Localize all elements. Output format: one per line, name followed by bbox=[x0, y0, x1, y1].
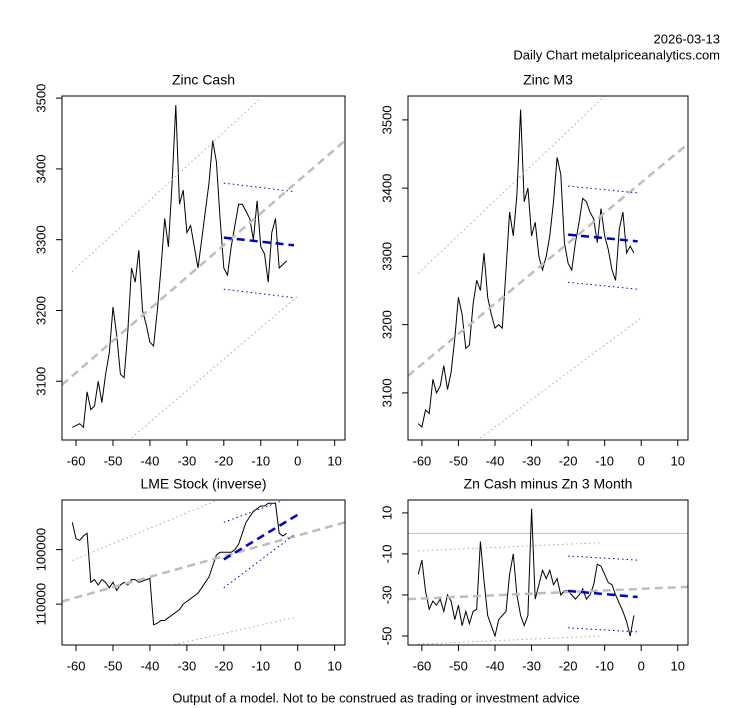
x-tick-label: 10 bbox=[671, 453, 685, 468]
x-tick-label: -60 bbox=[412, 658, 431, 673]
x-tick-label: -10 bbox=[251, 453, 270, 468]
plot-area bbox=[62, 97, 345, 439]
series-line bbox=[71, 502, 287, 626]
x-tick-label: -40 bbox=[486, 453, 505, 468]
x-tick-label: -20 bbox=[559, 658, 578, 673]
y-tick-label: 3300 bbox=[33, 225, 48, 254]
series-line bbox=[408, 142, 688, 377]
panel: LME Stock (inverse) -60 -50 -40 -30 -20 -10 0 10… bbox=[33, 476, 346, 673]
panel-title: Zn Cash minus Zn 3 Month bbox=[464, 476, 633, 492]
series-line bbox=[417, 508, 635, 638]
series-line bbox=[476, 317, 642, 440]
y-tick-label: 100000 bbox=[33, 528, 48, 571]
y-tick-label: 3400 bbox=[33, 154, 48, 183]
y-tick-label: 3100 bbox=[379, 378, 394, 407]
x-tick-label: -20 bbox=[559, 453, 578, 468]
plot-frame bbox=[61, 95, 346, 441]
x-tick-label: -20 bbox=[214, 658, 233, 673]
y-tick-label: 10 bbox=[379, 506, 394, 520]
panel-title: LME Stock (inverse) bbox=[140, 476, 266, 492]
x-tick-label: -40 bbox=[141, 658, 160, 673]
plot-area bbox=[62, 500, 345, 645]
series-line bbox=[418, 542, 602, 552]
x-tick-label: -60 bbox=[412, 453, 431, 468]
series-line bbox=[408, 585, 688, 601]
series-line bbox=[131, 295, 299, 439]
x-tick-label: -50 bbox=[104, 453, 123, 468]
y-tick-label: 3100 bbox=[33, 367, 48, 396]
series-line bbox=[223, 534, 295, 589]
series-line bbox=[223, 513, 299, 561]
x-tick-label: 10 bbox=[327, 453, 341, 468]
footer: Output of a model. Not to be construed a… bbox=[172, 690, 580, 705]
plot-frame bbox=[407, 95, 689, 441]
panel: Zinc Cash -60 -50 -40 -30 -20 -10 0 10 3100 3200 33… bbox=[33, 72, 346, 468]
series-line bbox=[223, 500, 284, 523]
x-tick-label: -10 bbox=[251, 658, 270, 673]
y-tick-label: 3500 bbox=[33, 84, 48, 113]
x-tick-label: -50 bbox=[449, 453, 468, 468]
x-tick-label: -50 bbox=[104, 658, 123, 673]
x-tick-label: 10 bbox=[327, 658, 341, 673]
x-tick-label: 0 bbox=[294, 453, 301, 468]
x-tick-label: -30 bbox=[522, 658, 541, 673]
y-tick-label: 3300 bbox=[379, 242, 394, 271]
plot-frame bbox=[407, 499, 689, 646]
y-tick-label: -10 bbox=[379, 545, 394, 564]
series-line bbox=[567, 233, 638, 243]
series-line bbox=[223, 182, 295, 193]
series-line bbox=[567, 589, 638, 599]
series-line bbox=[62, 521, 345, 603]
y-tick-label: 3400 bbox=[379, 174, 394, 203]
x-tick-label: -10 bbox=[595, 658, 614, 673]
x-tick-label: 0 bbox=[294, 658, 301, 673]
x-tick-label: -30 bbox=[177, 658, 196, 673]
date: 2026-03-13 bbox=[654, 31, 721, 46]
plot-area bbox=[408, 96, 688, 440]
x-tick-label: -20 bbox=[214, 453, 233, 468]
series-line bbox=[418, 635, 602, 645]
y-tick-label: -30 bbox=[379, 586, 394, 605]
series-line bbox=[223, 288, 295, 299]
x-tick-label: 0 bbox=[638, 658, 645, 673]
series-line bbox=[62, 139, 345, 386]
x-tick-label: -40 bbox=[486, 658, 505, 673]
y-tick-label: 3200 bbox=[33, 296, 48, 325]
x-tick-label: -10 bbox=[595, 453, 614, 468]
x-tick-label: -30 bbox=[522, 453, 541, 468]
series-line bbox=[170, 617, 295, 645]
series-line bbox=[223, 236, 295, 247]
x-tick-label: -60 bbox=[67, 658, 86, 673]
x-tick-label: 10 bbox=[671, 658, 685, 673]
plot-frame bbox=[61, 499, 346, 646]
x-tick-label: 0 bbox=[638, 453, 645, 468]
plot-area bbox=[408, 508, 688, 645]
panel-title: Zinc Cash bbox=[172, 72, 235, 88]
x-tick-label: -50 bbox=[449, 658, 468, 673]
y-tick-label: 3500 bbox=[379, 105, 394, 134]
series-line bbox=[72, 105, 287, 429]
x-tick-label: -30 bbox=[177, 453, 196, 468]
panel: Zn Cash minus Zn 3 Month -60 -50 -40 -30 -20 -… bbox=[379, 476, 689, 673]
x-tick-label: -40 bbox=[141, 453, 160, 468]
subtitle: Daily Chart metalpriceanalytics.com bbox=[513, 47, 720, 62]
panel-title: Zinc M3 bbox=[523, 72, 573, 88]
y-tick-label: -50 bbox=[379, 627, 394, 646]
panel: Zinc M3 -60 -50 -40 -30 -20 -10 0 10 3100 3200 3300… bbox=[379, 72, 689, 468]
y-tick-label: 3200 bbox=[379, 310, 394, 339]
y-tick-label: 110000 bbox=[33, 583, 48, 625]
x-tick-label: -60 bbox=[67, 453, 86, 468]
